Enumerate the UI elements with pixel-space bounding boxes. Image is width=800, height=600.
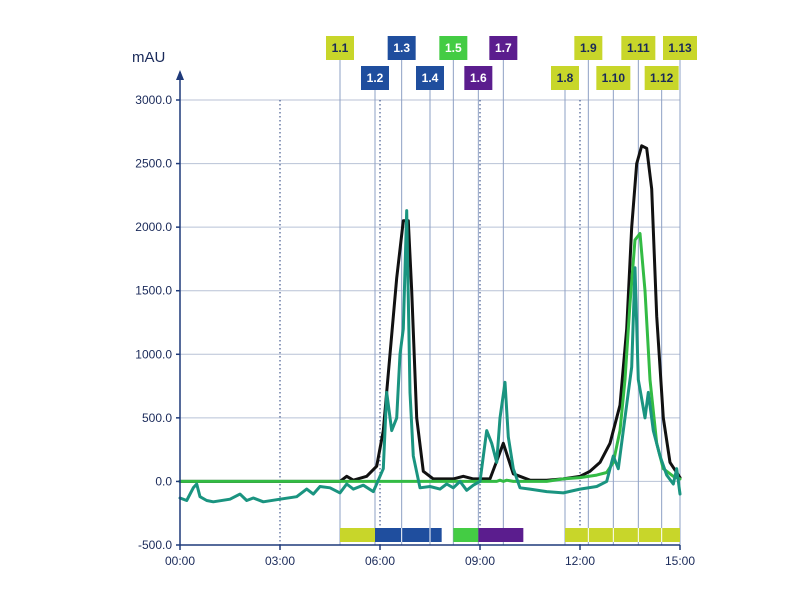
y-axis-arrow bbox=[176, 70, 184, 80]
axes bbox=[176, 70, 681, 550]
x-tick-label: 00:00 bbox=[165, 554, 195, 568]
fraction-label: 1.6 bbox=[470, 71, 487, 85]
y-tick-label: 2000.0 bbox=[135, 220, 172, 234]
fraction-bars bbox=[340, 528, 680, 542]
fraction-bar bbox=[565, 528, 680, 542]
fraction-label-box bbox=[326, 36, 354, 60]
fraction-bar bbox=[375, 528, 442, 542]
fraction-label: 1.11 bbox=[627, 41, 650, 55]
fraction-label-box bbox=[361, 66, 389, 90]
y-tick-label: 1500.0 bbox=[135, 284, 172, 298]
fraction-label-box bbox=[439, 36, 468, 60]
fraction-labels: 1.1 1.2 1.3 1.4 1.5 1.6 1.7 1.8 1.9 1.10 1.11 1.12 1… bbox=[326, 36, 697, 90]
x-tick-label: 06:00 bbox=[365, 554, 395, 568]
y-tick-label: 0.0 bbox=[155, 474, 172, 488]
fraction-label-box bbox=[596, 66, 631, 90]
x-tick-label: 09:00 bbox=[465, 554, 495, 568]
y-tick-label: 1000.0 bbox=[135, 347, 172, 361]
fraction-bar bbox=[453, 528, 479, 542]
series-line bbox=[178, 232, 682, 483]
fraction-label-box bbox=[416, 66, 444, 90]
series-lines bbox=[178, 144, 682, 504]
fraction-label-box bbox=[621, 36, 656, 60]
y-tick-label: -500.0 bbox=[138, 538, 172, 552]
fraction-label: 1.12 bbox=[650, 71, 674, 85]
y-tick-label: 3000.0 bbox=[135, 93, 172, 107]
y-tick-label: 500.0 bbox=[142, 411, 172, 425]
y-axis-unit-label: mAU bbox=[132, 49, 165, 66]
fraction-label: 1.4 bbox=[422, 71, 439, 85]
fraction-label-box bbox=[387, 36, 416, 60]
fraction-label: 1.13 bbox=[668, 41, 692, 55]
fraction-label: 1.1 bbox=[332, 41, 349, 55]
fraction-bar bbox=[340, 528, 375, 542]
fraction-label-box bbox=[644, 66, 679, 90]
fraction-label: 1.8 bbox=[557, 71, 574, 85]
series-line bbox=[178, 209, 682, 504]
fraction-label: 1.3 bbox=[393, 41, 410, 55]
x-tick-label: 15:00 bbox=[665, 554, 695, 568]
fraction-label: 1.5 bbox=[445, 41, 462, 55]
fraction-label-box bbox=[574, 36, 603, 60]
x-tick-label: 03:00 bbox=[265, 554, 295, 568]
fraction-label: 1.7 bbox=[495, 41, 512, 55]
fraction-label-box bbox=[489, 36, 518, 60]
x-tick-labels: 00:00 03:00 06:00 09:00 12:00 15:00 bbox=[165, 554, 695, 568]
fraction-label: 1.10 bbox=[602, 71, 626, 85]
x-tick-label: 12:00 bbox=[565, 554, 595, 568]
fraction-label-box bbox=[464, 66, 493, 90]
fraction-label: 1.2 bbox=[367, 71, 384, 85]
y-tick-labels: -500.0 0.0 500.0 1000.0 1500.0 2000.0 2500.0 30… bbox=[135, 93, 172, 552]
y-tick-label: 2500.0 bbox=[135, 157, 172, 171]
fraction-lines bbox=[339, 60, 681, 545]
fraction-bar bbox=[478, 528, 524, 542]
fraction-label: 1.9 bbox=[580, 41, 597, 55]
fraction-label-box bbox=[663, 36, 697, 60]
fraction-label-box bbox=[551, 66, 579, 90]
